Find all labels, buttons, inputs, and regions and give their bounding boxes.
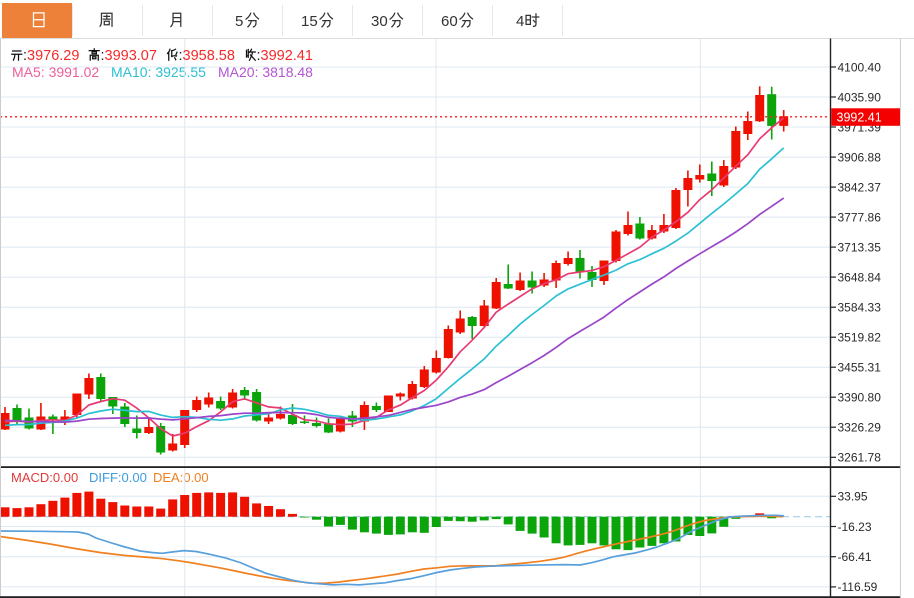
svg-text:3976.29: 3976.29 bbox=[27, 48, 79, 64]
svg-text:3326.29: 3326.29 bbox=[838, 421, 882, 435]
svg-text:3777.86: 3777.86 bbox=[838, 210, 882, 224]
svg-text:3584.33: 3584.33 bbox=[838, 301, 882, 315]
svg-text:3842.37: 3842.37 bbox=[838, 180, 882, 194]
svg-text:3992.41: 3992.41 bbox=[261, 48, 313, 64]
svg-text:3958.58: 3958.58 bbox=[183, 48, 235, 64]
svg-text::: : bbox=[179, 48, 183, 64]
svg-text:5: 5 bbox=[235, 13, 243, 30]
svg-text:-16.23: -16.23 bbox=[838, 520, 872, 534]
svg-text:4: 4 bbox=[516, 13, 524, 30]
svg-text:15: 15 bbox=[301, 13, 318, 30]
svg-text:3519.82: 3519.82 bbox=[838, 331, 882, 345]
svg-text:3648.84: 3648.84 bbox=[838, 270, 882, 284]
svg-text:3992.41: 3992.41 bbox=[837, 110, 882, 124]
svg-text:4035.90: 4035.90 bbox=[838, 90, 882, 104]
svg-text::: : bbox=[23, 48, 27, 64]
svg-text:3993.07: 3993.07 bbox=[105, 48, 157, 64]
svg-text:30: 30 bbox=[371, 13, 388, 30]
svg-text:33.95: 33.95 bbox=[838, 490, 868, 504]
svg-text:4100.40: 4100.40 bbox=[838, 60, 882, 74]
svg-text:60: 60 bbox=[441, 13, 458, 30]
svg-text:3713.35: 3713.35 bbox=[838, 240, 882, 254]
svg-text:-66.41: -66.41 bbox=[838, 550, 872, 564]
svg-text:3455.31: 3455.31 bbox=[838, 361, 882, 375]
svg-text::: : bbox=[257, 48, 261, 64]
svg-text:3390.80: 3390.80 bbox=[838, 391, 882, 405]
svg-text:3261.78: 3261.78 bbox=[838, 451, 882, 465]
svg-text:-116.59: -116.59 bbox=[838, 580, 878, 594]
svg-text:3906.88: 3906.88 bbox=[838, 150, 882, 164]
svg-text::: : bbox=[101, 48, 105, 64]
